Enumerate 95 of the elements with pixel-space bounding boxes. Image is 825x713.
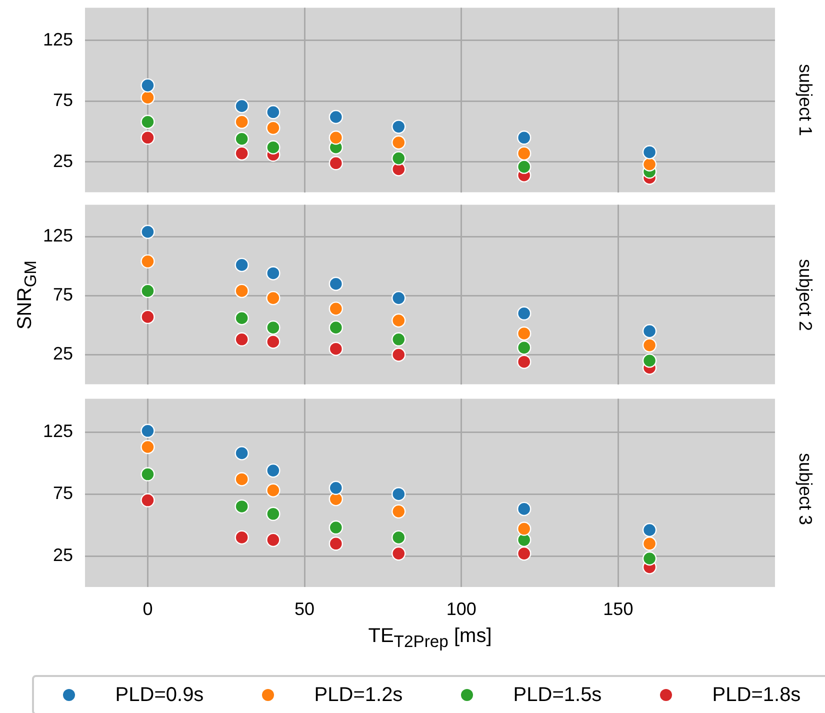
point bbox=[140, 254, 155, 269]
text: subject 3 bbox=[794, 452, 816, 526]
point bbox=[234, 284, 249, 298]
point bbox=[140, 78, 155, 93]
legend-label: PLD=1.8s bbox=[712, 684, 801, 706]
point bbox=[516, 546, 532, 561]
y-tick-label: 125 bbox=[42, 29, 73, 50]
text: subject 2 bbox=[794, 258, 816, 331]
point bbox=[392, 151, 406, 166]
x-axis-title: TE$_{T2Prep}$ [ms] bbox=[367, 625, 493, 652]
point bbox=[328, 536, 344, 551]
point bbox=[328, 342, 344, 356]
point bbox=[516, 130, 532, 145]
point bbox=[328, 520, 344, 535]
point bbox=[642, 324, 657, 338]
point bbox=[266, 320, 280, 335]
point bbox=[266, 532, 280, 548]
point bbox=[140, 130, 155, 145]
x-tick-label: 150 bbox=[603, 598, 634, 619]
point bbox=[642, 551, 657, 566]
point bbox=[328, 110, 344, 124]
point bbox=[516, 326, 532, 341]
point bbox=[266, 334, 280, 349]
point bbox=[392, 504, 406, 519]
point bbox=[642, 157, 657, 172]
point bbox=[234, 332, 249, 346]
point bbox=[266, 140, 280, 154]
point bbox=[516, 340, 532, 355]
legend-label: PLD=0.9s bbox=[115, 684, 204, 706]
point bbox=[642, 536, 657, 551]
point bbox=[392, 290, 406, 306]
point bbox=[516, 146, 532, 161]
point bbox=[140, 114, 155, 129]
point bbox=[266, 266, 280, 280]
point bbox=[392, 120, 406, 134]
point bbox=[266, 506, 280, 522]
legend-label: PLD=1.5s bbox=[513, 684, 602, 706]
point bbox=[516, 354, 532, 369]
point bbox=[234, 146, 249, 161]
y-tick-label: 125 bbox=[42, 226, 73, 246]
point bbox=[642, 522, 657, 538]
point bbox=[392, 546, 406, 561]
point bbox=[266, 120, 280, 136]
point bbox=[140, 284, 155, 298]
point bbox=[140, 224, 155, 239]
x-tick-label: 0 bbox=[142, 598, 153, 619]
point bbox=[266, 290, 280, 306]
point bbox=[234, 472, 249, 486]
point bbox=[328, 480, 344, 495]
y-tick-label: 25 bbox=[52, 344, 73, 364]
point bbox=[140, 493, 155, 508]
point bbox=[140, 90, 155, 105]
point bbox=[516, 502, 532, 516]
point bbox=[140, 440, 155, 454]
point bbox=[392, 348, 406, 362]
point bbox=[234, 311, 249, 326]
x-tick-label: 100 bbox=[446, 598, 476, 619]
legend-label: PLD=1.2s bbox=[314, 684, 403, 706]
point bbox=[328, 156, 344, 170]
point bbox=[234, 530, 249, 545]
point bbox=[266, 463, 280, 478]
point bbox=[234, 132, 249, 146]
point bbox=[234, 499, 249, 514]
point bbox=[328, 276, 344, 291]
point bbox=[392, 332, 406, 346]
point bbox=[266, 105, 280, 120]
point bbox=[642, 145, 657, 160]
text: subject 1 bbox=[794, 64, 816, 136]
point bbox=[234, 258, 249, 272]
y-tick-label: 75 bbox=[52, 90, 73, 110]
point bbox=[642, 338, 657, 352]
point bbox=[392, 486, 406, 502]
point bbox=[642, 354, 657, 368]
y-tick-label: 25 bbox=[52, 545, 73, 565]
point bbox=[392, 135, 406, 150]
y-tick-label: 25 bbox=[52, 150, 73, 171]
point bbox=[140, 310, 155, 324]
point bbox=[516, 306, 532, 321]
point bbox=[234, 446, 249, 460]
point bbox=[392, 313, 406, 328]
point bbox=[234, 114, 249, 129]
point bbox=[328, 320, 344, 335]
point bbox=[328, 130, 344, 145]
x-tick-label: 50 bbox=[294, 598, 315, 619]
point bbox=[266, 483, 280, 498]
y-tick-label: 125 bbox=[42, 421, 73, 442]
point bbox=[140, 424, 155, 438]
point bbox=[392, 530, 406, 545]
point bbox=[328, 302, 344, 316]
point bbox=[234, 98, 249, 114]
y-tick-label: 75 bbox=[52, 284, 73, 305]
y-tick-label: 75 bbox=[52, 483, 73, 504]
point bbox=[516, 160, 532, 174]
point bbox=[516, 522, 532, 536]
point bbox=[140, 467, 155, 482]
